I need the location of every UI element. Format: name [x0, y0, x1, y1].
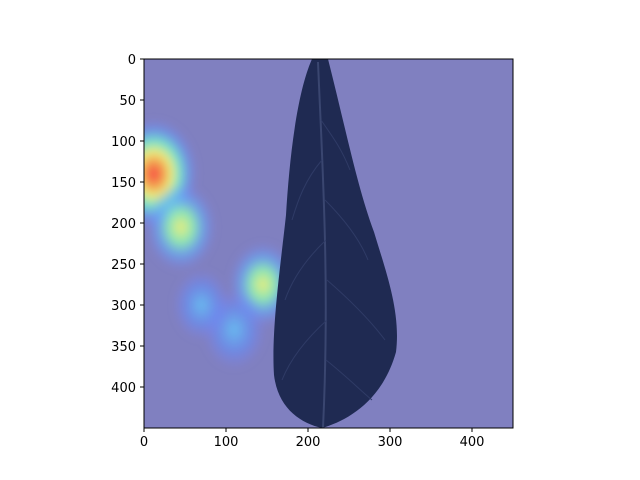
y-tick-label: 100	[111, 135, 136, 150]
x-axis: 0 100 200 300 400	[140, 428, 485, 450]
y-tick-label: 50	[119, 94, 136, 109]
y-tick-label: 250	[111, 258, 136, 273]
y-tick-label: 0	[128, 53, 136, 68]
heatmap-hotspot	[145, 183, 217, 272]
y-axis: 0 50 100 150 200 250 300 350 400	[111, 53, 144, 396]
plot-frame	[143, 58, 514, 429]
leaf-image	[273, 59, 397, 428]
y-tick-label: 150	[111, 176, 136, 191]
x-tick-label: 400	[460, 435, 485, 450]
x-tick-label: 0	[140, 435, 148, 450]
leaf-blade	[273, 59, 397, 428]
x-tick-label: 200	[296, 435, 321, 450]
heatmap-hotspot	[172, 269, 230, 341]
y-tick-label: 300	[111, 299, 136, 314]
leaf-midrib	[317, 61, 327, 428]
x-tick-label: 300	[378, 435, 403, 450]
leaf-veins	[281, 119, 386, 401]
heatmap-hotspots	[144, 118, 297, 370]
x-tick-label: 100	[214, 435, 239, 450]
y-tick-label: 200	[111, 217, 136, 232]
y-tick-label: 400	[111, 381, 136, 396]
y-tick-label: 350	[111, 340, 136, 355]
plot-area	[144, 59, 513, 428]
